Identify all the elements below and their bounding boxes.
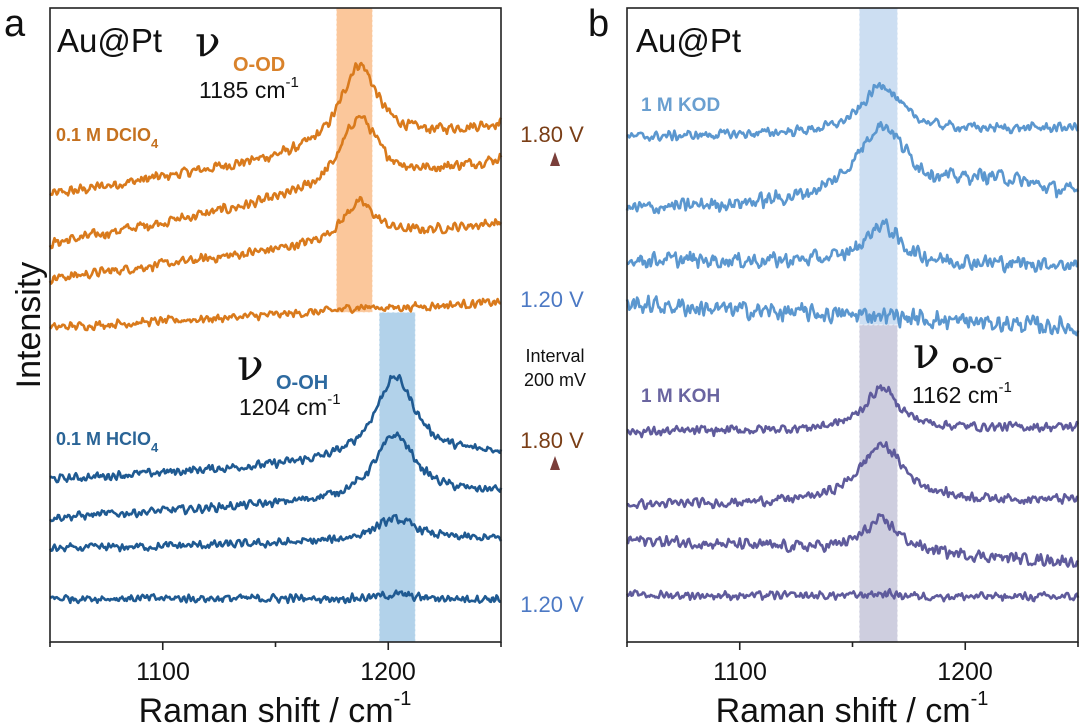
panel-a-xtick-1200: 1200 [360, 658, 416, 686]
wavenumber-ood-sup: -1 [286, 74, 299, 91]
y-axis-label: Intensity [10, 262, 48, 389]
nu-subscript-oo: O-O− [952, 350, 1002, 378]
group-label-koh: 1 M KOH [641, 386, 720, 407]
highlight-band-b-1 [858, 324, 899, 643]
highlight-band-b-0 [858, 7, 899, 326]
highlight-band-a-1 [378, 311, 416, 643]
panel-b-title: Au@Pt [636, 22, 741, 59]
group-label-dclo4: 0.1 M DClO4 [56, 125, 159, 151]
wavenumber-oo-sup: -1 [999, 379, 1012, 396]
nu-subscript-oo-sup: − [994, 350, 1002, 366]
group-label-hclo4: 0.1 M HClO4 [56, 429, 159, 455]
wavenumber-oo-value: 1162 cm [912, 382, 999, 408]
spectrum-b-g0-160mv [625, 121, 1080, 215]
marker-2-arrowhead-icon [550, 456, 560, 470]
nu-subscript-ooh: O-OH [276, 372, 328, 394]
panel-b-x-axis-label: Raman shift / cm-1 [716, 688, 989, 728]
highlight-band-a-0 [335, 7, 373, 313]
panel-a-x-axis-label: Raman shift / cm-1 [139, 688, 412, 728]
wavenumber-ooh-value: 1204 cm [239, 394, 327, 420]
marker-1-bottom-label: 1.20 V [520, 287, 584, 312]
group-label-kod: 1 M KOD [641, 95, 720, 116]
group-label-hclo4-text: 0.1 M HClO [56, 429, 151, 449]
spectrum-b-g1-160mv [626, 441, 1079, 511]
spectrum-b-g1-180mv [626, 384, 1080, 439]
panel-b-x-ticks [626, 642, 1079, 650]
panel-b-curves [625, 81, 1080, 603]
spectrum-a-g0-160mv [48, 114, 503, 250]
nu-symbol-oo: ν [913, 328, 940, 379]
nu-subscript-ood: O-OD [233, 54, 285, 76]
spectrum-b-g0-120mv [625, 294, 1080, 337]
wavenumber-ooh: 1204 cm-1 [239, 391, 341, 420]
panel-a-title: Au@Pt [57, 22, 162, 59]
group-label-dclo4-sub: 4 [151, 136, 159, 151]
panel-b-x-axis-label-text: Raman shift / cm [716, 692, 971, 728]
panel-a-x-axis-label-text: Raman shift / cm [139, 692, 394, 728]
spectrum-b-g1-140mv [626, 513, 1079, 568]
spectrum-a-g0-120mv [49, 297, 502, 332]
nu-symbol-ooh: ν [237, 340, 264, 391]
marker-1-top-label: 1.80 V [520, 122, 584, 147]
panel-a-curves [48, 61, 503, 605]
panel-b-xtick-1200: 1200 [937, 658, 993, 686]
spectrum-a-g1-180mv [49, 373, 503, 484]
group-label-dclo4-text: 0.1 M DClO [56, 125, 151, 145]
interval-note-line-1: Interval [525, 346, 584, 366]
spectrum-b-g0-140mv [626, 218, 1079, 274]
wavenumber-oo: 1162 cm-1 [912, 379, 1012, 408]
spectrum-a-g1-140mv [48, 513, 503, 553]
panel-a-x-ticks [49, 642, 502, 650]
nu-subscript-oo-text: O-O [952, 353, 994, 378]
spectrum-a-g0-140mv [48, 195, 503, 285]
panel-b-bands [858, 7, 899, 643]
group-label-hclo4-sub: 4 [151, 440, 159, 455]
panel-a-label: a [4, 3, 26, 45]
panel-a-x-axis-label-sup: -1 [394, 688, 412, 710]
panel-a-bands [335, 7, 416, 643]
marker-2-bottom-label: 1.20 V [520, 592, 584, 617]
interval-note-line-2: 200 mV [524, 370, 586, 390]
panel-a-xtick-1100: 1100 [136, 658, 190, 686]
wavenumber-ooh-sup: -1 [327, 391, 340, 408]
spectrum-b-g1-120mv [625, 587, 1080, 603]
wavenumber-ood-value: 1185 cm [199, 77, 286, 103]
wavenumber-ood: 1185 cm-1 [199, 74, 299, 103]
panel-b-x-axis-label-sup: -1 [971, 688, 989, 710]
panel-b: b Au@Pt 1 M KOD 1 M KOH ν O-O− 1162 cm-1… [588, 3, 1080, 728]
spectrum-a-g1-120mv [49, 589, 502, 605]
spectrum-a-g0-180mv [49, 61, 503, 197]
marker-2-top-label: 1.80 V [520, 428, 584, 453]
panel-a: a Au@Pt ν O-OD 1185 cm-1 0.1 M DClO4 ν O… [4, 3, 503, 728]
marker-1-arrowhead-icon [550, 152, 560, 166]
spectrum-a-g1-160mv [48, 431, 503, 523]
nu-symbol-ood: ν [195, 17, 221, 66]
spectrum-b-g0-180mv [626, 81, 1080, 142]
potential-markers: 1.80 V 1.20 V Interval 200 mV 1.80 V 1.2… [520, 122, 586, 617]
panel-b-label: b [588, 3, 609, 45]
panel-b-xtick-1100: 1100 [713, 658, 767, 686]
